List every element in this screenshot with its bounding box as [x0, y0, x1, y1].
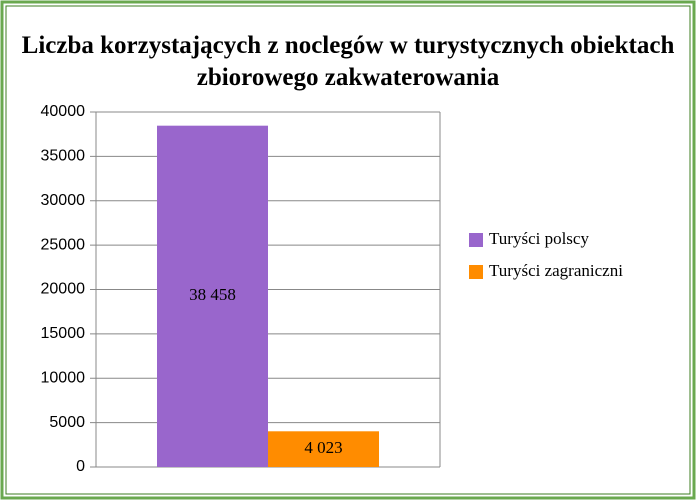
y-tick-label: 30000: [41, 192, 86, 209]
chart-title: Liczba korzystających z noclegów w turys…: [21, 32, 675, 91]
y-tick-label: 5000: [49, 414, 85, 431]
y-tick-label: 20000: [41, 281, 86, 298]
y-tick-label: 25000: [41, 236, 86, 253]
y-tick-label: 10000: [41, 369, 86, 386]
data-label: 4 023: [304, 438, 342, 457]
legend-label: Turyści polscy: [489, 229, 589, 248]
bar: [268, 431, 379, 467]
legend-swatch: [469, 265, 483, 279]
bar: [157, 125, 268, 468]
legend-label: Turyści zagraniczni: [489, 261, 623, 280]
y-tick-label: 15000: [41, 325, 86, 342]
y-tick-label: 0: [76, 458, 85, 475]
data-label: 38 458: [189, 285, 236, 304]
legend-swatch: [469, 233, 483, 247]
frame-inner: [5, 5, 691, 495]
y-tick-label: 40000: [41, 103, 86, 120]
y-tick-label: 35000: [41, 148, 86, 165]
